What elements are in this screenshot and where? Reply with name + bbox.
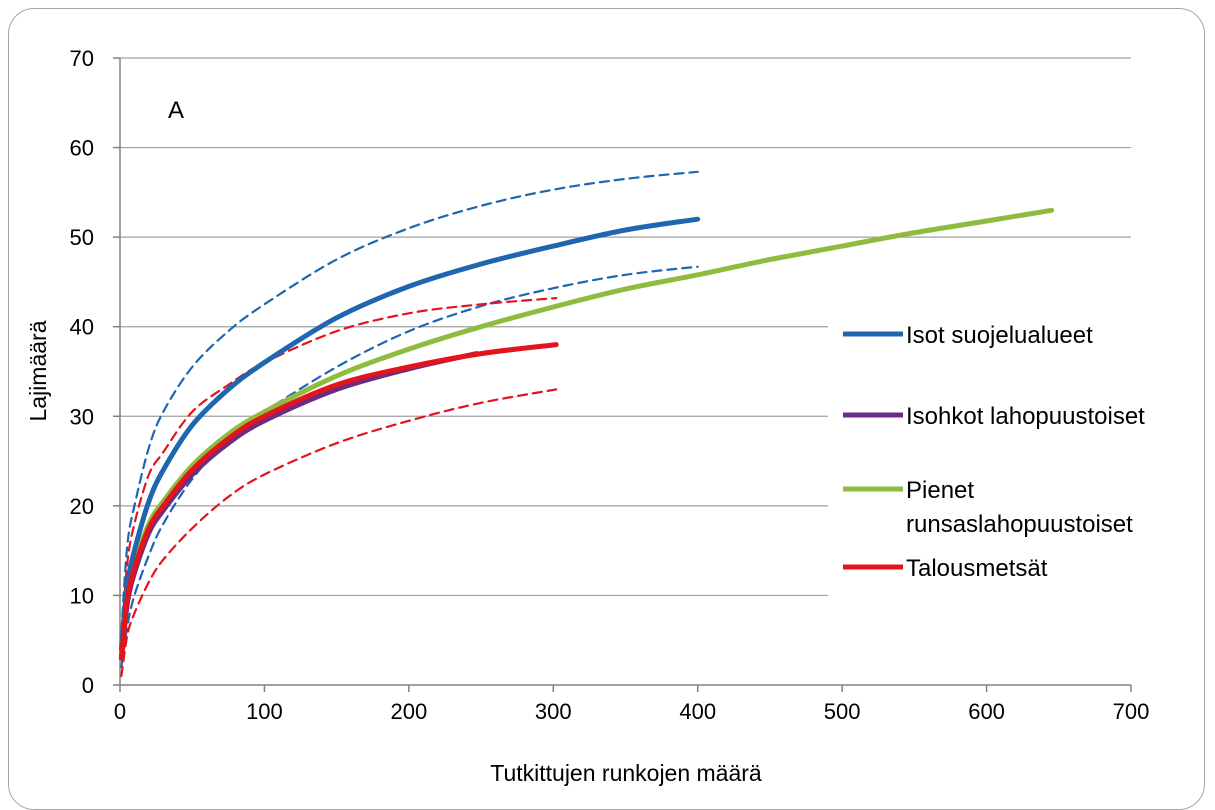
- tick-labels: 0 100 200 300 400 500 600 700 0 10 20 30 40 50 60 70: [70, 46, 1150, 724]
- x-tick-label: 500: [824, 699, 861, 724]
- legend: Isot suojelualueet Isohkot lahopuustoise…: [843, 322, 1145, 582]
- x-tick-label: 0: [114, 699, 126, 724]
- legend-label: Isot suojelualueet: [906, 322, 1093, 349]
- panel-label: A: [168, 97, 184, 124]
- legend-item-pienet-runsaslahopuustoiset: Pienet runsaslahopuustoiset: [843, 477, 1133, 538]
- y-tick-label: 10: [70, 583, 94, 608]
- y-tick-label: 20: [70, 494, 94, 519]
- x-tick-label: 400: [679, 699, 716, 724]
- x-tick-label: 600: [968, 699, 1005, 724]
- x-tick-label: 300: [535, 699, 572, 724]
- axes: [113, 57, 1132, 692]
- y-tick-label: 50: [70, 225, 94, 250]
- y-tick-label: 30: [70, 404, 94, 429]
- ci-line-upper-series-3: [120, 297, 558, 642]
- y-tick-label: 40: [70, 315, 94, 340]
- legend-label: Isohkot lahopuustoiset: [906, 403, 1145, 430]
- x-tick-label: 100: [246, 699, 283, 724]
- x-tick-label: 700: [1113, 699, 1150, 724]
- x-tick-label: 200: [390, 699, 427, 724]
- ci-line-upper-series-0: [120, 170, 699, 633]
- y-tick-label: 70: [70, 46, 94, 71]
- confidence-bands: [120, 170, 699, 678]
- y-axis-title: Lajimäärä: [25, 320, 51, 421]
- legend-item-isot-suojelualueet: Isot suojelualueet: [843, 322, 1093, 349]
- y-tick-label: 0: [82, 673, 94, 698]
- legend-label: Talousmetsät: [906, 555, 1048, 582]
- legend-label: Pienet runsaslahopuustoiset: [906, 477, 1133, 538]
- legend-item-talousmetsat: Talousmetsät: [843, 555, 1048, 582]
- y-tick-label: 60: [70, 136, 94, 161]
- ci-line-lower-series-3: [120, 388, 558, 678]
- series-line-0: [118, 216, 701, 652]
- series-line-3: [118, 342, 559, 661]
- x-axis-title: Tutkittujen runkojen määrä: [490, 760, 762, 786]
- gridlines: [120, 57, 1131, 597]
- series-lines: [118, 207, 1055, 661]
- series-line-2: [118, 207, 1055, 661]
- legend-item-isohkot-lahopuustoiset: Isohkot lahopuustoiset: [843, 403, 1145, 430]
